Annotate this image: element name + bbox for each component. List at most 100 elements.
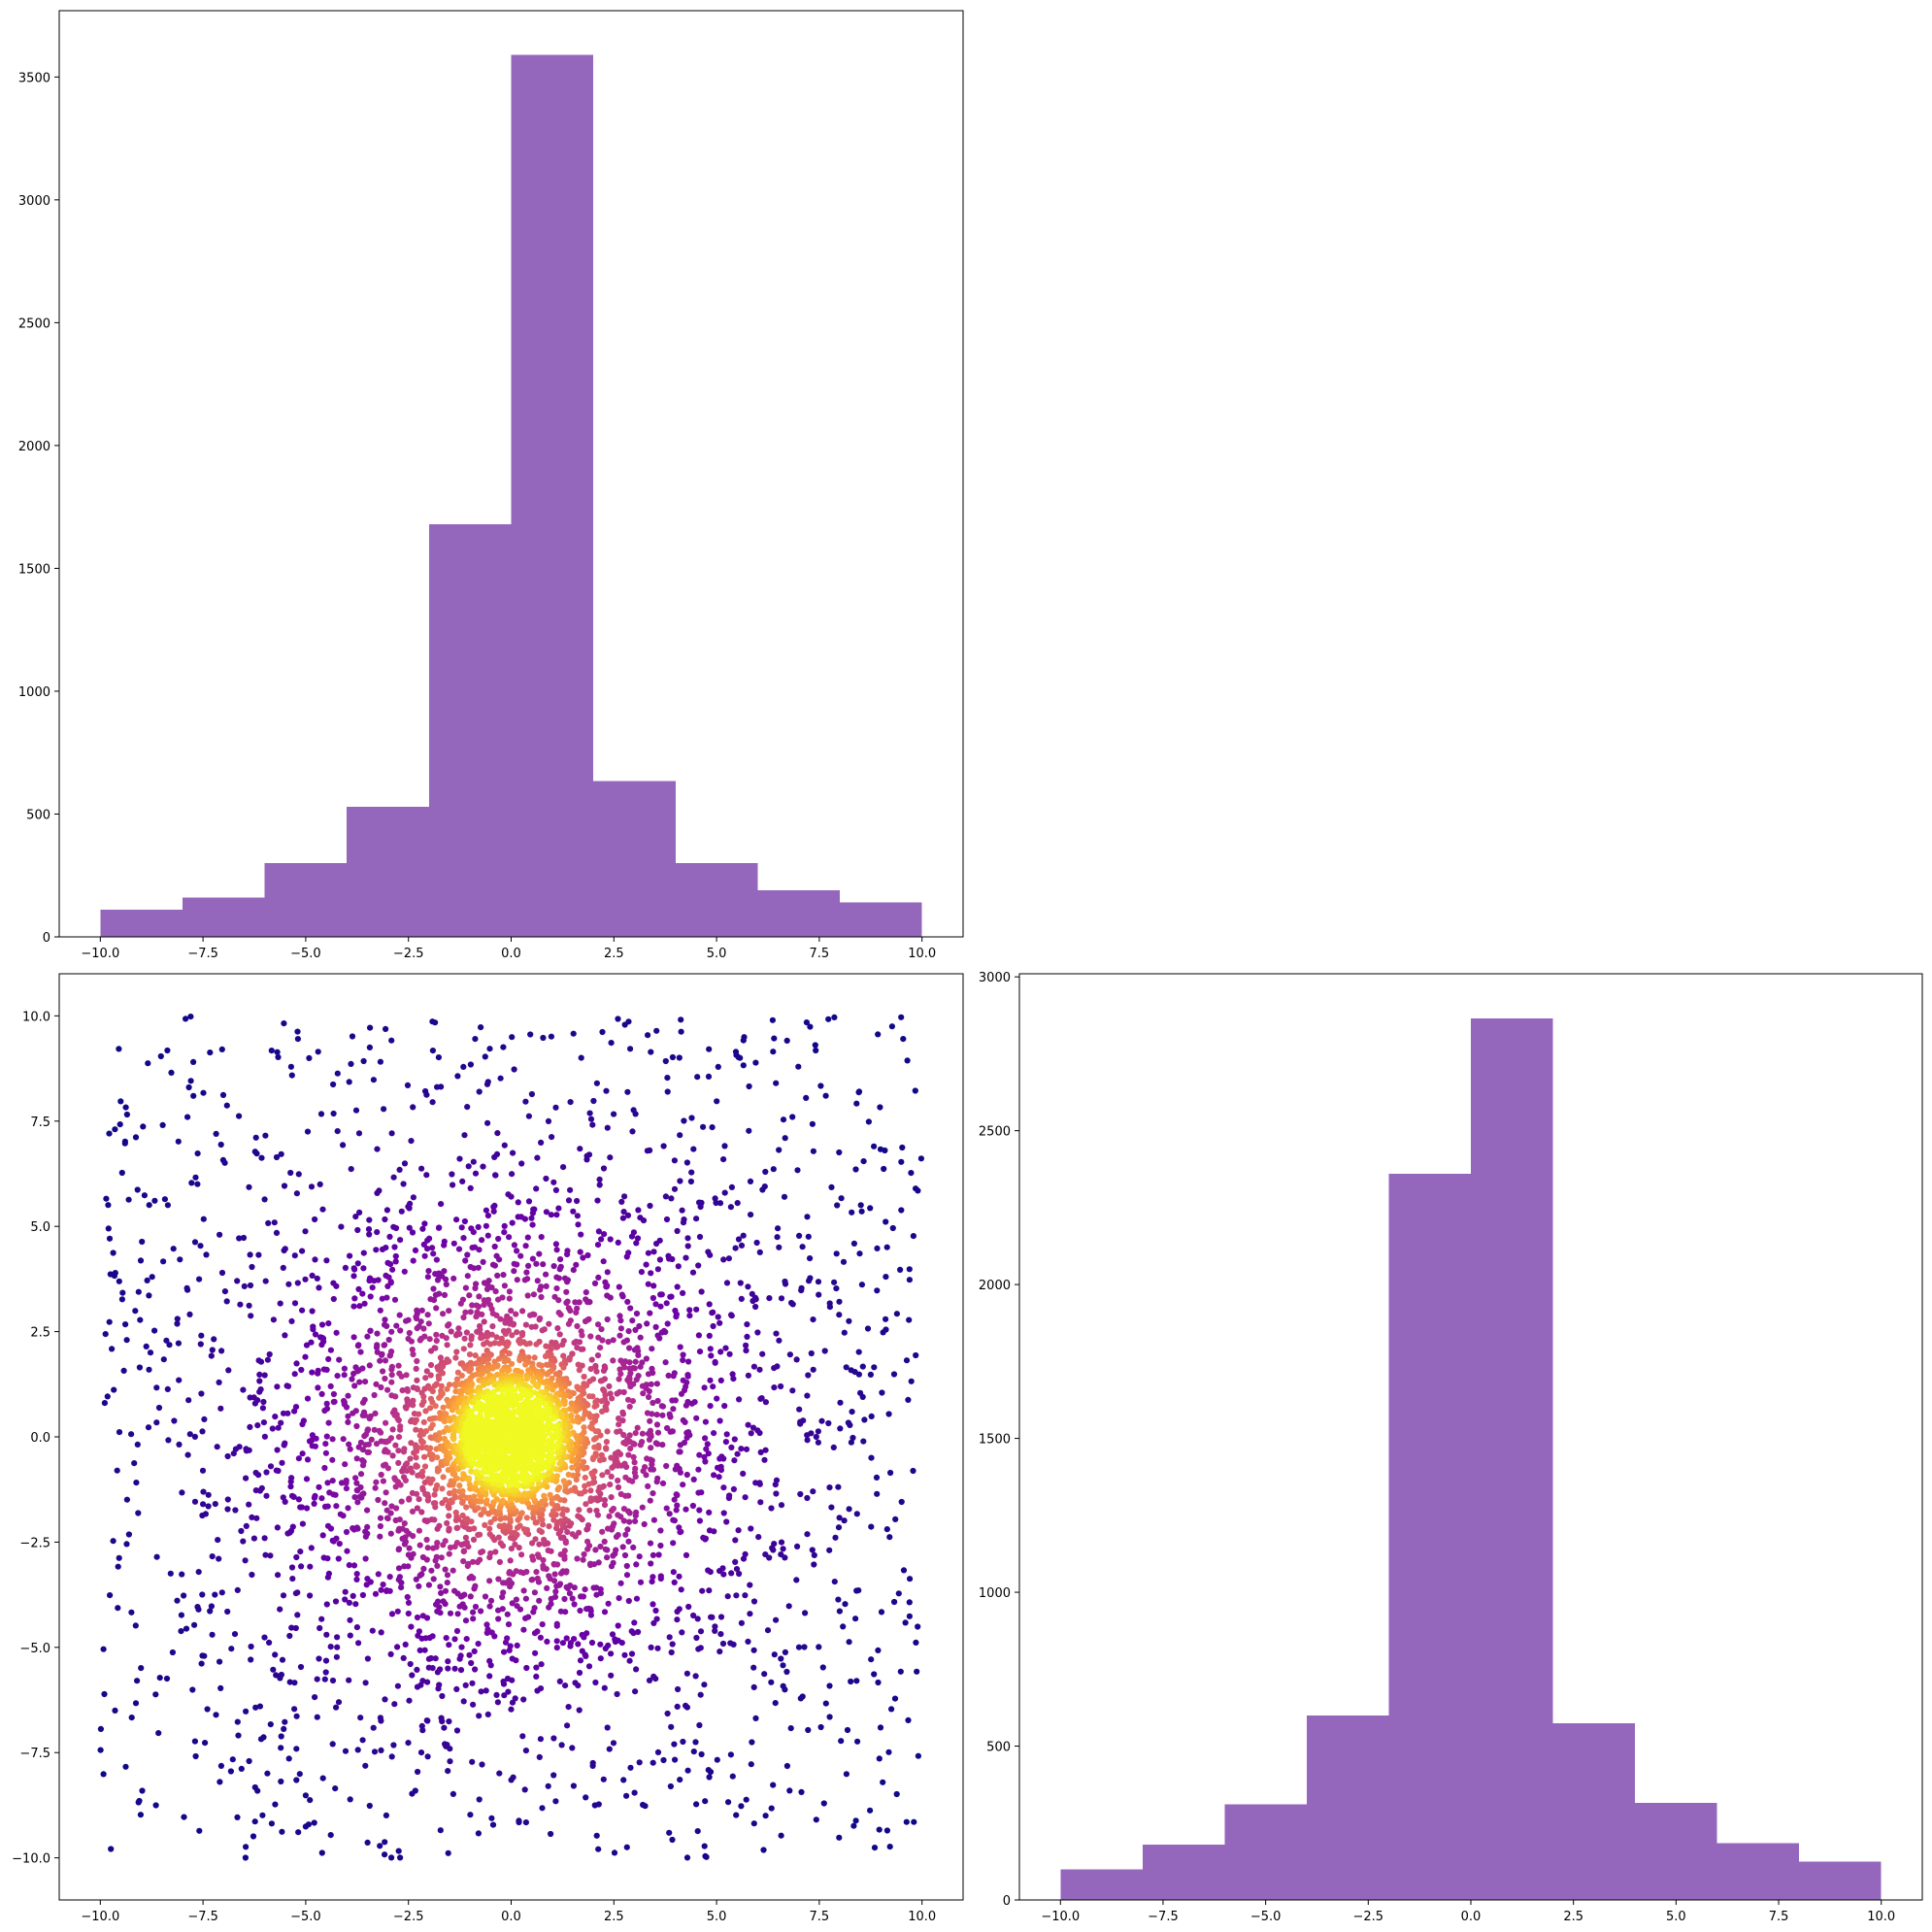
scatter-point: [680, 1289, 686, 1296]
scatter-point: [304, 1456, 312, 1463]
scatter-point: [308, 1339, 315, 1346]
scatter-point: [807, 1023, 814, 1030]
scatter-point: [793, 1577, 800, 1583]
scatter-point: [201, 1416, 208, 1422]
scatter-point: [598, 1236, 605, 1243]
scatter-point: [267, 1552, 274, 1559]
scatter-point: [616, 1313, 623, 1319]
scatter-point: [719, 1640, 727, 1648]
scatter-point: [417, 1749, 425, 1756]
scatter-point: [319, 1532, 326, 1539]
scatter-point: [659, 1442, 666, 1449]
scatter-point: [887, 1469, 894, 1477]
scatter-point: [701, 1453, 708, 1460]
scatter-point: [483, 1465, 490, 1472]
scatter-point: [527, 1031, 534, 1038]
scatter-point: [330, 1110, 337, 1117]
scatter-point: [340, 1142, 347, 1149]
scatter-point: [414, 1357, 420, 1365]
scatter-point: [648, 1381, 654, 1387]
scatter-point: [789, 1387, 796, 1394]
scatter-point: [717, 1631, 724, 1638]
scatter-point: [759, 1350, 766, 1357]
scatter-point: [540, 1556, 547, 1564]
scatter-point: [609, 1464, 616, 1471]
scatter-point: [483, 1621, 490, 1628]
scatter-point: [493, 1691, 500, 1698]
scatter-point: [720, 1256, 727, 1263]
scatter-point: [456, 1155, 463, 1162]
scatter-point: [388, 1130, 395, 1137]
scatter-point: [880, 1329, 886, 1336]
scatter-point: [507, 1418, 514, 1425]
scatter-point: [311, 1500, 317, 1507]
scatter-point: [110, 1538, 117, 1545]
scatter-point: [798, 1788, 805, 1795]
scatter-point: [700, 1534, 707, 1541]
scatter-point: [440, 1311, 447, 1317]
scatter-point: [608, 1040, 615, 1047]
scatter-point: [570, 1030, 577, 1037]
scatter-point: [903, 1357, 911, 1364]
scatter-point: [323, 1601, 330, 1608]
scatter-point: [762, 1399, 770, 1406]
scatter-point: [377, 1357, 383, 1364]
scatter-point: [723, 1518, 730, 1525]
scatter-point: [479, 1311, 485, 1317]
scatter-point: [487, 1519, 494, 1526]
scatter-point: [540, 1521, 547, 1528]
scatter-point: [501, 1692, 508, 1699]
scatter-point: [654, 1266, 662, 1273]
scatter-point: [517, 1369, 524, 1376]
scatter-point: [238, 1527, 245, 1535]
scatter-point: [755, 1534, 762, 1541]
scatter-point: [506, 1569, 514, 1576]
scatter-point: [624, 1088, 631, 1095]
scatter-point: [492, 1549, 499, 1555]
scatter-point: [231, 1631, 239, 1638]
scatter-point: [459, 1487, 466, 1495]
scatter-point: [514, 1481, 520, 1487]
scatter-point: [598, 1398, 605, 1405]
scatter-point: [631, 1789, 638, 1796]
scatter-point: [693, 1634, 700, 1642]
scatter-point: [546, 1320, 552, 1327]
scatter-point: [378, 1586, 384, 1593]
scatter-point: [374, 1146, 381, 1152]
scatter-point: [169, 1649, 176, 1656]
scatter-point: [406, 1545, 413, 1551]
scatter-point: [123, 1541, 130, 1548]
scatter-point: [559, 1640, 567, 1647]
scatter-point: [367, 1293, 374, 1300]
scatter-point: [199, 1428, 206, 1435]
scatter-point: [516, 1340, 523, 1347]
scatter-point: [444, 1519, 450, 1526]
scatter-point: [596, 1484, 603, 1491]
scatter-point: [560, 1364, 567, 1371]
scatter-point: [752, 1059, 759, 1066]
scatter-point: [359, 1365, 366, 1372]
scatter-point: [745, 1421, 751, 1428]
scatter-point: [441, 1724, 448, 1731]
scatter-point: [242, 1557, 249, 1564]
scatter-point: [479, 1474, 485, 1481]
scatter-point: [695, 1489, 702, 1496]
scatter-point: [556, 1678, 563, 1684]
scatter-point: [390, 1174, 397, 1181]
scatter-point: [828, 1504, 835, 1511]
scatter-point: [454, 1524, 461, 1531]
scatter-point: [405, 1551, 412, 1558]
scatter-point: [778, 1551, 784, 1558]
scatter-point: [752, 1303, 759, 1311]
scatter-point: [536, 1361, 543, 1368]
scatter-point: [587, 1560, 594, 1567]
scatter-point: [413, 1365, 419, 1372]
scatter-point: [168, 1069, 175, 1076]
scatter-point: [234, 1814, 241, 1820]
scatter-point: [484, 1119, 491, 1126]
scatter-point: [680, 1351, 686, 1358]
scatter-point: [164, 1385, 171, 1392]
scatter-point: [893, 1790, 900, 1798]
scatter-point: [883, 1827, 891, 1834]
scatter-point: [595, 1321, 602, 1328]
